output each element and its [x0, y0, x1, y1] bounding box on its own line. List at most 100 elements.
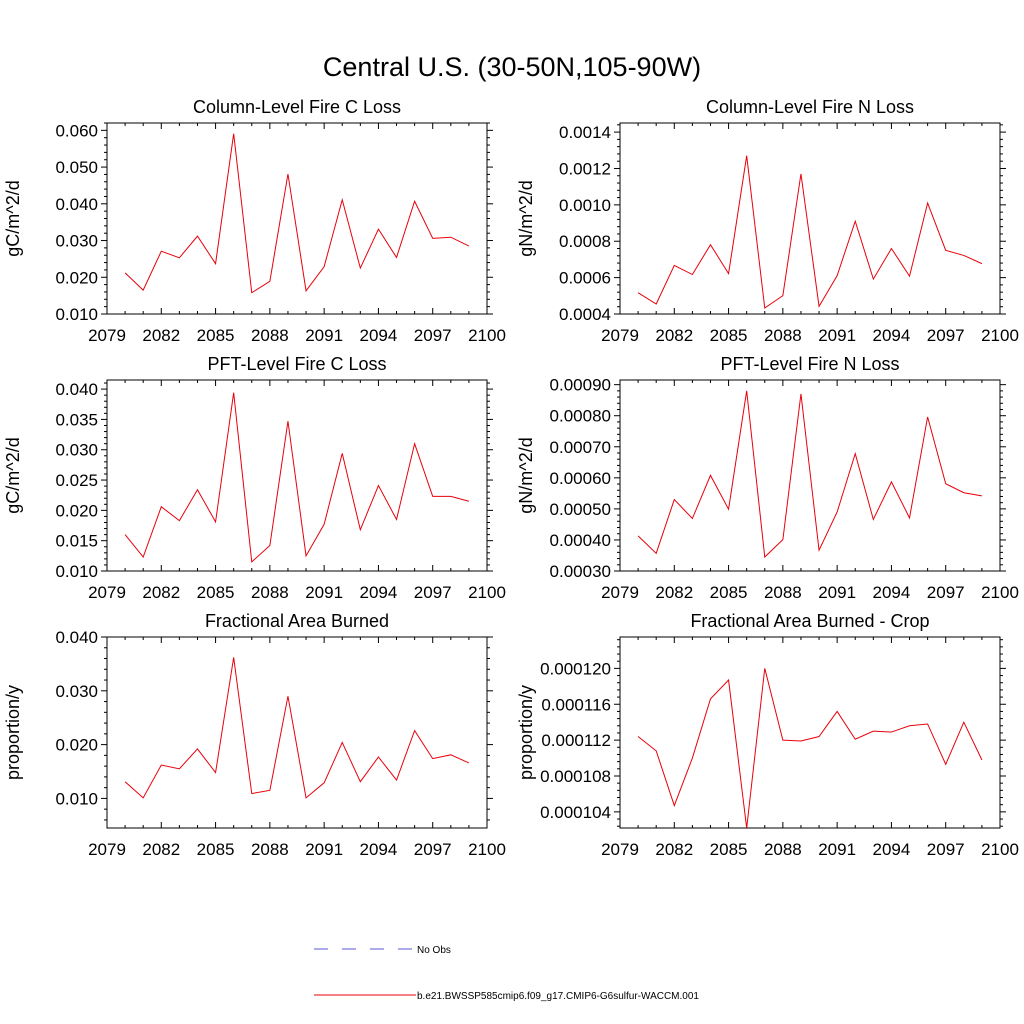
series-line-1: [637, 390, 982, 559]
y-tick-label: 0.0012: [559, 159, 611, 178]
y-tick-label: 0.0008: [559, 232, 611, 251]
y-tick-label: 0.020: [55, 501, 98, 520]
x-tick-label: 2088: [251, 840, 289, 859]
x-tick-label: 2094: [360, 840, 398, 859]
y-tick-label: 0.000112: [541, 731, 611, 750]
x-tick-label: 2082: [142, 840, 180, 859]
panels: Column-Level Fire C Loss gC/m^2/d 2079 2082…: [3, 97, 1019, 859]
x-tick-label: 2100: [981, 326, 1019, 345]
y-tick-label: 0.060: [55, 121, 98, 140]
plot-frame: [106, 636, 488, 829]
y-axis-label: proportion/y: [516, 685, 536, 780]
y-tick-label: 0.030: [55, 232, 98, 251]
x-tick-label: 2088: [251, 583, 289, 602]
x-tick-label: 2094: [873, 326, 911, 345]
legend-label-run: b.e21.BWSSP585cmip6.f09_g17.CMIP6-G6sulf…: [417, 991, 699, 1002]
x-tick-label: 2079: [88, 840, 126, 859]
series-line-1: [124, 392, 470, 563]
y-axis-label: gC/m^2/d: [3, 180, 23, 256]
panel-title: PFT-Level Fire C Loss: [207, 354, 386, 374]
panel-title: Fractional Area Burned: [205, 611, 389, 631]
x-tick-label: 2091: [305, 326, 343, 345]
y-tick-label: 0.010: [55, 562, 98, 581]
y-tick-label: 0.010: [55, 305, 98, 324]
x-tick-label: 2100: [981, 583, 1019, 602]
x-tick-label: 2100: [468, 583, 506, 602]
y-tick-label: 0.030: [55, 441, 98, 460]
x-tick-label: 2097: [927, 840, 965, 859]
x-tick-label: 2088: [764, 326, 802, 345]
x-tick-label: 2094: [360, 583, 398, 602]
y-tick-label: 0.0006: [559, 269, 611, 288]
x-tick-label: 2082: [142, 326, 180, 345]
panel-5: Fractional Area Burned proportion/y 2079 20…: [3, 611, 506, 859]
y-tick-label: 0.000116: [541, 695, 611, 714]
y-tick-label: 0.000120: [540, 659, 611, 678]
x-tick-label: 2085: [197, 840, 235, 859]
x-tick-label: 2100: [468, 840, 506, 859]
x-tick-label: 2079: [601, 326, 639, 345]
plot-frame: [619, 122, 1001, 315]
y-axis-label: gN/m^2/d: [516, 437, 536, 513]
panel-4: PFT-Level Fire N Loss gN/m^2/d 2079 2082 208…: [516, 354, 1019, 602]
y-tick-label: 0.010: [55, 789, 98, 808]
x-tick-label: 2094: [873, 583, 911, 602]
panel-6: Fractional Area Burned - Crop proportion/…: [516, 611, 1019, 859]
x-tick-label: 2082: [142, 583, 180, 602]
series-line-1: [124, 657, 470, 799]
y-tick-label: 0.020: [55, 736, 98, 755]
x-tick-label: 2085: [197, 326, 235, 345]
x-tick-label: 2088: [764, 583, 802, 602]
panel-title: Column-Level Fire N Loss: [706, 97, 914, 117]
x-tick-label: 2100: [981, 840, 1019, 859]
y-tick-label: 0.025: [55, 471, 98, 490]
y-tick-label: 0.00090: [550, 376, 611, 395]
panel-3: PFT-Level Fire C Loss gC/m^2/d 2079 2082 208…: [3, 354, 506, 602]
x-tick-label: 2082: [655, 840, 693, 859]
x-tick-label: 2094: [360, 326, 398, 345]
y-tick-label: 0.040: [55, 628, 98, 647]
y-tick-label: 0.00050: [550, 500, 611, 519]
y-tick-label: 0.035: [55, 410, 98, 429]
x-tick-label: 2091: [818, 583, 856, 602]
y-tick-label: 0.0004: [559, 305, 611, 324]
x-tick-label: 2097: [414, 326, 452, 345]
y-tick-label: 0.000104: [540, 803, 611, 822]
y-tick-label: 0.030: [55, 682, 98, 701]
x-tick-label: 2079: [601, 583, 639, 602]
plot-frame: [106, 122, 488, 315]
x-tick-label: 2079: [88, 583, 126, 602]
x-tick-label: 2097: [927, 583, 965, 602]
x-tick-label: 2079: [88, 326, 126, 345]
x-tick-label: 2097: [414, 583, 452, 602]
y-tick-label: 0.0010: [559, 196, 611, 215]
y-tick-label: 0.050: [55, 158, 98, 177]
y-axis-label: proportion/y: [3, 685, 23, 780]
y-tick-label: 0.00040: [550, 531, 611, 550]
x-tick-label: 2085: [710, 326, 748, 345]
x-tick-label: 2091: [305, 840, 343, 859]
panel-title: PFT-Level Fire N Loss: [720, 354, 899, 374]
x-tick-label: 2097: [927, 326, 965, 345]
y-tick-label: 0.00080: [550, 407, 611, 426]
y-tick-label: 0.00060: [550, 469, 611, 488]
y-tick-label: 0.000108: [540, 767, 611, 786]
y-tick-label: 0.020: [55, 268, 98, 287]
legend: No Obs b.e21.BWSSP585cmip6.f09_g17.CMIP6…: [314, 945, 699, 1002]
panel-2: Column-Level Fire N Loss gN/m^2/d 2079 2082…: [516, 97, 1019, 345]
y-tick-label: 0.040: [55, 195, 98, 214]
y-tick-label: 0.00030: [550, 562, 611, 581]
figure-title: Central U.S. (30-50N,105-90W): [323, 52, 701, 82]
panel-title: Fractional Area Burned - Crop: [690, 611, 929, 631]
legend-label-no-obs: No Obs: [417, 945, 451, 956]
y-tick-label: 0.040: [55, 380, 98, 399]
x-tick-label: 2079: [601, 840, 639, 859]
x-tick-label: 2082: [655, 326, 693, 345]
x-tick-label: 2088: [251, 326, 289, 345]
y-axis-label: gN/m^2/d: [516, 180, 536, 256]
x-tick-label: 2091: [818, 840, 856, 859]
panel-1: Column-Level Fire C Loss gC/m^2/d 2079 2082…: [3, 97, 506, 345]
series-line-1: [637, 668, 983, 828]
y-tick-label: 0.015: [55, 532, 98, 551]
